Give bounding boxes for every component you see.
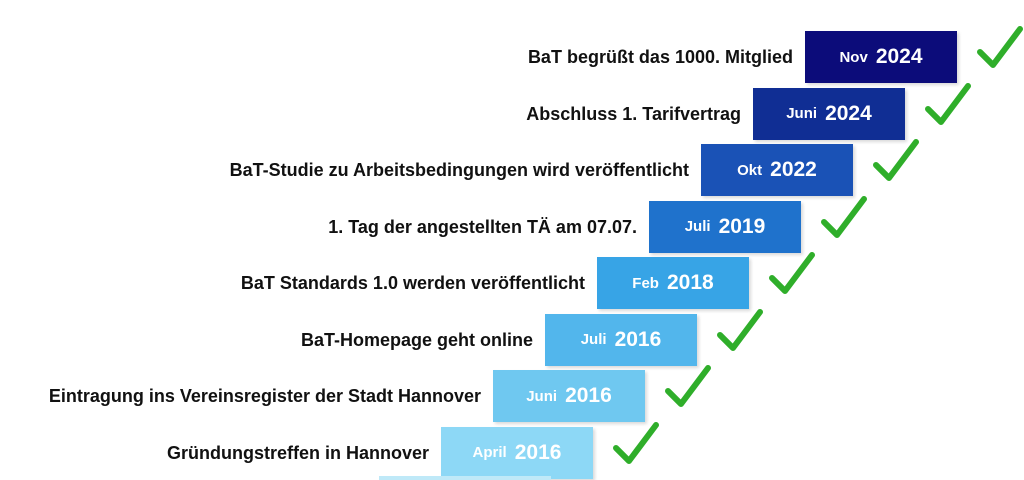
staircase-base-step: [379, 476, 551, 480]
milestone-year: 2019: [718, 214, 766, 238]
milestone-label: BaT-Studie zu Arbeitsbedingungen wird ve…: [229, 160, 689, 180]
milestone-month: Nov: [839, 48, 868, 66]
checkmark-icon: [925, 82, 971, 128]
milestone-label: BaT-Homepage geht online: [300, 329, 533, 350]
milestone-year: 2016: [565, 384, 612, 407]
milestone-row: BaT-Studie zu Arbeitsbedingungen wird ve…: [0, 139, 919, 196]
milestone-date-box: Okt 2022: [701, 144, 853, 196]
milestone-month: Juni: [786, 105, 818, 122]
milestone-date-box: Juni 2024: [753, 87, 905, 140]
checkmark-icon: [717, 308, 763, 354]
milestone-row: Abschluss 1. Tarifvertrag Juni 2024: [0, 82, 971, 140]
checkmark-icon: [769, 251, 815, 297]
milestone-row: 1. Tag der angestellten TÄ am 07.07. Juli…: [0, 195, 867, 253]
milestone-month: Juli: [684, 218, 711, 235]
milestone-month: Feb: [632, 274, 659, 292]
milestone-month: Juni: [526, 387, 558, 405]
milestone-date-box: Juli 2016: [545, 313, 697, 366]
milestone-row: BaT-Homepage geht online Juli 2016: [0, 308, 763, 366]
milestone-year: 2024: [875, 45, 923, 68]
milestone-month: Juli: [580, 331, 607, 348]
milestone-date-box: Juni 2016: [493, 370, 645, 422]
milestone-label: Gründungstreffen in Hannover: [166, 442, 429, 463]
milestone-date-box: Nov 2024: [805, 31, 957, 83]
checkmark-icon: [613, 421, 659, 467]
milestone-year: 2022: [770, 158, 817, 181]
milestone-date-box: April 2016: [441, 426, 593, 479]
milestone-row: BaT Standards 1.0 werden veröffentlicht F…: [0, 252, 815, 309]
milestone-row: Eintragung ins Vereinsregister der Stadt…: [0, 365, 711, 422]
milestone-row: Gründungstreffen in Hannover April 2016: [0, 421, 659, 479]
checkmark-icon: [821, 195, 867, 241]
milestone-date-box: Juli 2019: [649, 200, 801, 253]
milestone-label: BaT Standards 1.0 werden veröffentlicht: [240, 273, 585, 293]
milestone-month: April: [472, 444, 507, 461]
milestone-year: 2024: [825, 101, 872, 125]
checkmark-icon: [665, 364, 711, 410]
milestone-label: Abschluss 1. Tarifvertrag: [526, 103, 741, 124]
milestone-year: 2016: [614, 327, 662, 351]
milestone-year: 2016: [514, 440, 562, 464]
milestone-year: 2018: [666, 271, 714, 294]
milestone-label: 1. Tag der angestellten TÄ am 07.07.: [328, 216, 637, 237]
milestone-label: BaT begrüßt das 1000. Mitglied: [527, 47, 793, 67]
milestone-row: BaT begrüßt das 1000. Mitglied Nov 2024: [0, 26, 1023, 83]
checkmark-icon: [977, 25, 1023, 71]
milestone-month: Okt: [737, 161, 763, 179]
checkmark-icon: [873, 138, 919, 184]
milestone-label: Eintragung ins Vereinsregister der Stadt…: [48, 386, 481, 406]
milestone-date-box: Feb 2018: [597, 257, 749, 309]
